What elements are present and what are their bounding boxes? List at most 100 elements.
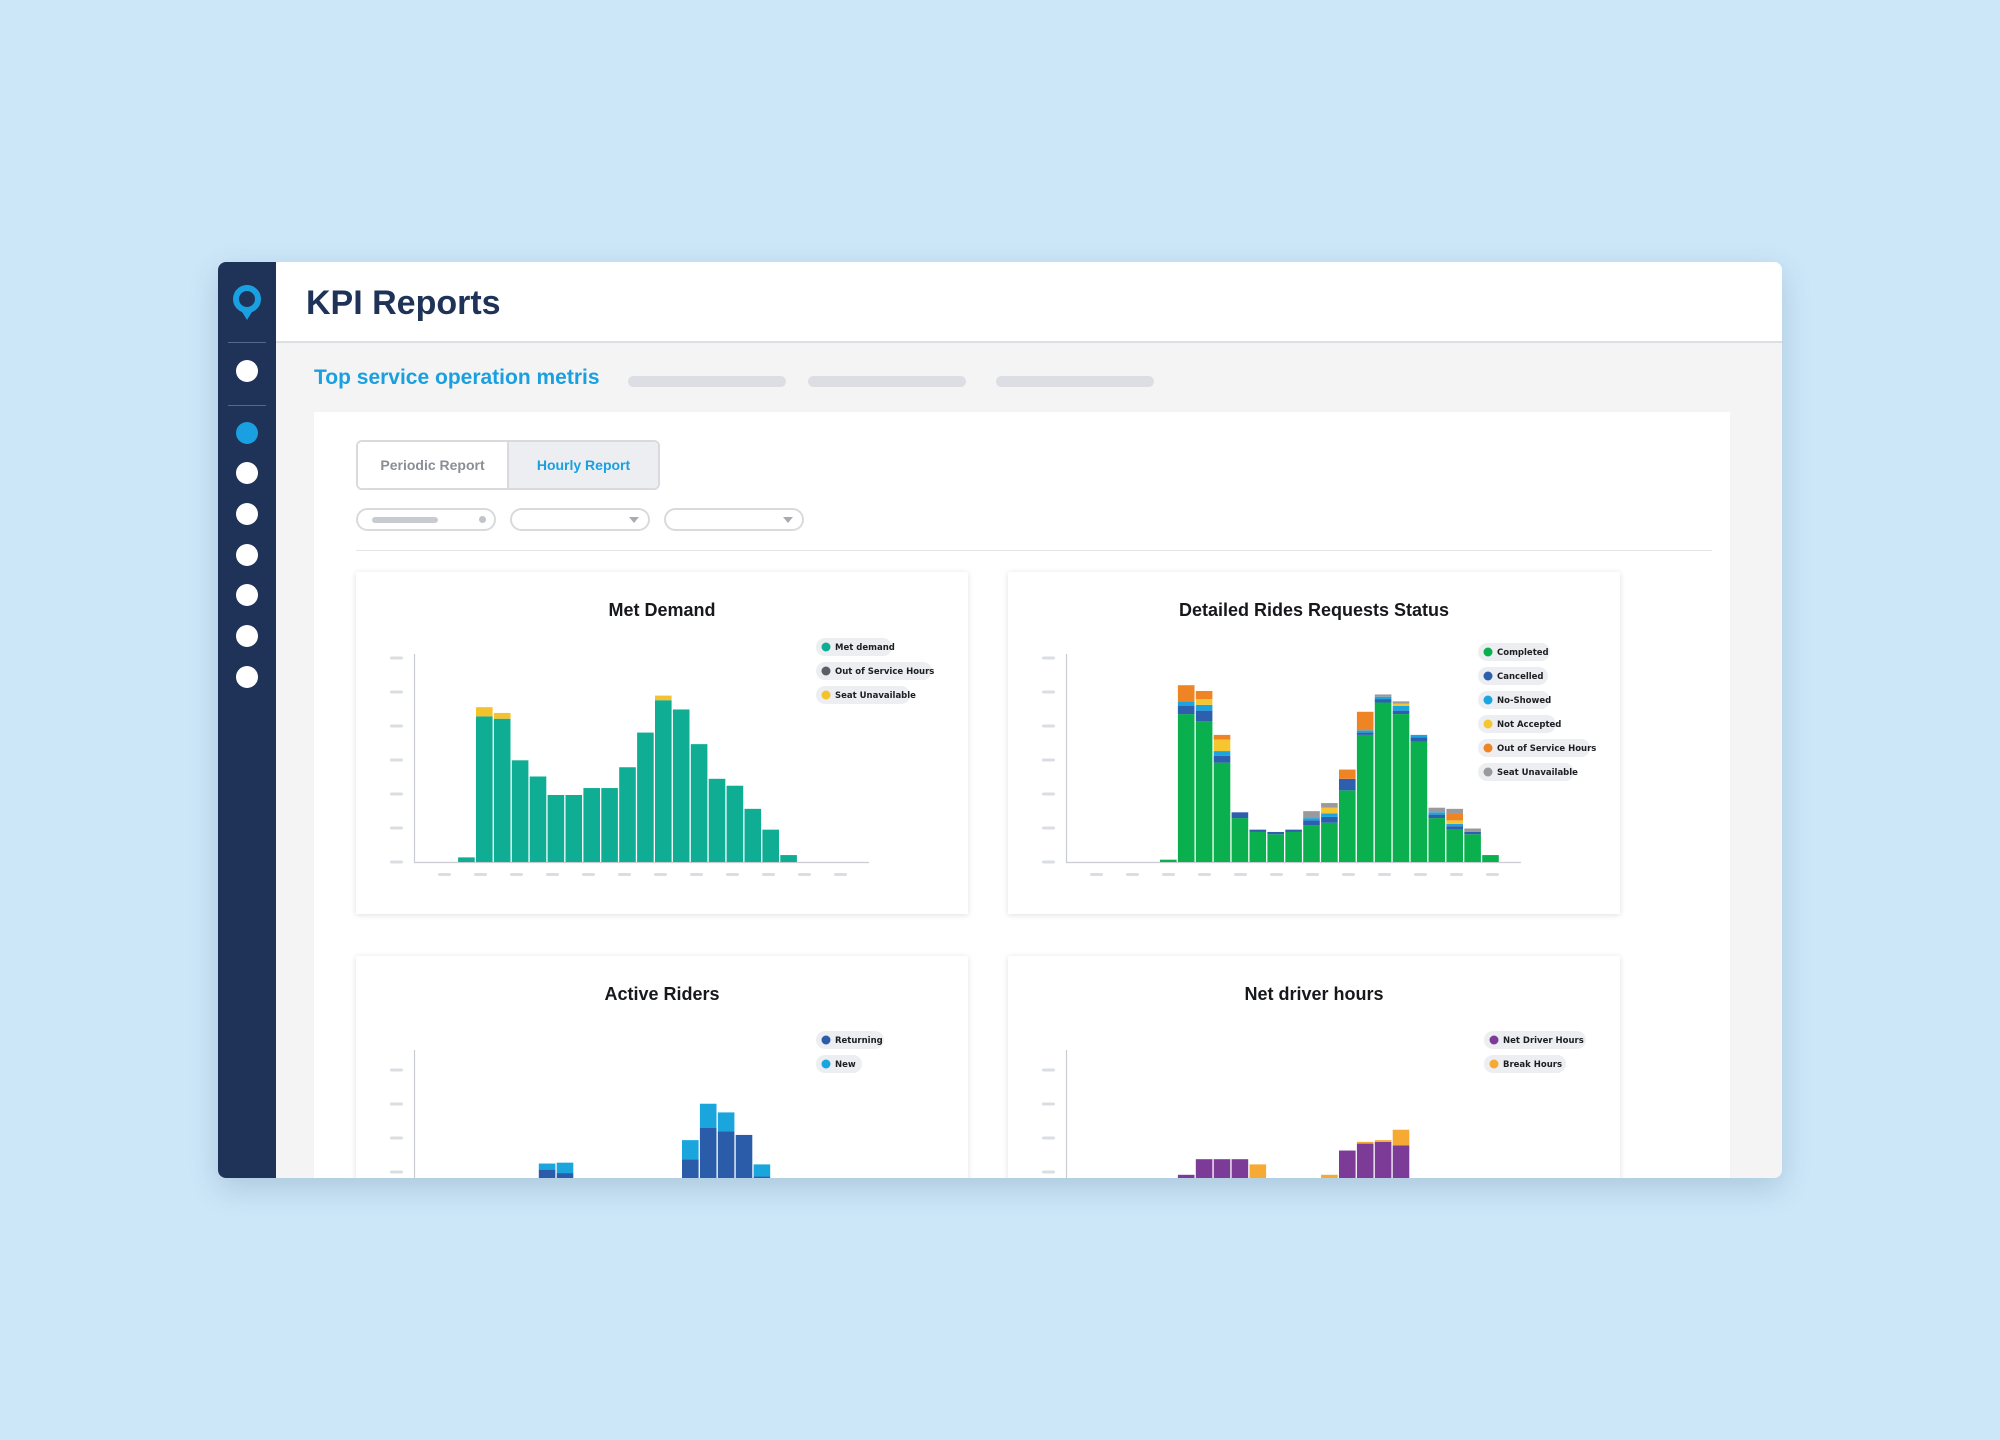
legend-item: New	[816, 1055, 862, 1073]
legend-swatch	[1483, 647, 1493, 657]
bar	[1428, 812, 1446, 815]
legend-swatch	[1483, 671, 1493, 681]
x-tick-label-placeholder	[1450, 873, 1463, 876]
sidebar-item[interactable]	[236, 544, 258, 566]
y-tick-label-placeholder	[390, 1068, 403, 1072]
legend-label: Not Accepted	[1497, 720, 1561, 730]
chart-card-active-riders: Active Riders Returning New	[356, 956, 968, 1178]
bar	[538, 1163, 556, 1170]
logo-icon[interactable]	[230, 284, 264, 324]
y-tick-label-placeholder	[390, 724, 403, 728]
sidebar-item-kpi-reports[interactable]	[236, 422, 258, 444]
bar	[655, 695, 672, 701]
bar	[1410, 737, 1428, 742]
bar	[1410, 734, 1428, 738]
bar	[1195, 1159, 1213, 1178]
sidebar-item[interactable]	[236, 666, 258, 688]
bar	[1213, 739, 1231, 752]
legend-pill	[1478, 643, 1550, 661]
sidebar-item[interactable]	[236, 503, 258, 525]
sidebar-item[interactable]	[236, 584, 258, 606]
x-tick-label-placeholder	[510, 873, 523, 876]
bar	[1374, 702, 1392, 862]
legend-label: No-Showed	[1497, 696, 1551, 706]
legend-item: Out of Service Hours	[816, 662, 934, 680]
y-tick-label-placeholder	[1042, 826, 1055, 830]
y-tick-label-placeholder	[1042, 724, 1055, 728]
bar	[1464, 828, 1481, 832]
bar	[1285, 831, 1302, 862]
bar	[1356, 730, 1374, 733]
date-filter[interactable]	[356, 508, 496, 531]
tab-hourly-report[interactable]: Hourly Report	[507, 442, 658, 488]
bar	[1392, 714, 1410, 862]
bar	[1374, 1141, 1392, 1178]
chart-net-driver-hours: Net Driver Hours Break Hours	[1042, 1031, 1586, 1178]
bar	[1213, 1159, 1231, 1178]
bar	[699, 1103, 717, 1128]
bar	[1249, 829, 1267, 832]
bar	[583, 788, 600, 862]
legend-item: Break Hours	[1484, 1055, 1566, 1073]
chevron-down-icon	[783, 517, 793, 523]
legend-item: No-Showed	[1478, 691, 1551, 709]
bar	[690, 744, 708, 862]
legend-pill	[816, 662, 932, 680]
legend-swatch	[821, 666, 831, 676]
bar	[529, 776, 547, 862]
filter-value-placeholder	[372, 517, 438, 523]
section-title: Top service operation metris	[314, 366, 600, 389]
x-tick-label-placeholder	[1270, 873, 1283, 876]
y-tick-label-placeholder	[390, 758, 403, 762]
sidebar-item[interactable]	[236, 625, 258, 647]
sidebar-divider	[228, 405, 266, 406]
bar	[1464, 834, 1481, 862]
bar	[493, 712, 511, 719]
tab-periodic-report[interactable]: Periodic Report	[358, 442, 507, 488]
x-tick-label-placeholder	[762, 873, 775, 876]
legend-item: Met demand	[816, 638, 895, 656]
bar	[1321, 816, 1338, 823]
x-tick-label-placeholder	[1306, 873, 1319, 876]
divider	[356, 550, 1712, 551]
legend-item: Net Driver Hours	[1484, 1031, 1586, 1049]
bar	[511, 760, 529, 862]
bar	[1177, 714, 1195, 862]
sidebar-item-home[interactable]	[236, 360, 258, 382]
sidebar-divider	[228, 342, 266, 343]
chart-title: Net driver hours	[1244, 984, 1384, 1004]
chart-ride-requests: Completed Cancelled No-Showed Not Accepted O…	[1042, 643, 1596, 876]
bar	[1303, 811, 1320, 819]
y-tick-label-placeholder	[1042, 1068, 1055, 1072]
bar	[1464, 831, 1481, 835]
bar	[1213, 734, 1231, 740]
bar	[1356, 734, 1374, 862]
bar	[538, 1169, 556, 1178]
y-tick-label-placeholder	[390, 690, 403, 694]
bar	[1428, 814, 1446, 819]
legend-label: Net Driver Hours	[1503, 1036, 1584, 1046]
x-tick-label-placeholder	[1378, 873, 1391, 876]
bar	[1339, 769, 1356, 779]
legend-pill	[1478, 691, 1550, 709]
chart-card-ride-requests: Detailed Rides Requests Status Completed…	[1008, 572, 1620, 914]
filter-dropdown[interactable]	[664, 508, 804, 531]
legend-swatch	[1489, 1059, 1499, 1069]
bar	[1249, 831, 1267, 862]
sidebar-item[interactable]	[236, 462, 258, 484]
bar	[708, 778, 726, 862]
bar	[1160, 859, 1177, 862]
legend-pill	[1478, 715, 1556, 733]
filter-dropdown[interactable]	[510, 508, 650, 531]
bar	[1392, 701, 1410, 704]
bar	[1446, 813, 1463, 821]
legend-label: Completed	[1497, 648, 1549, 658]
y-tick-label-placeholder	[390, 860, 403, 864]
bar	[1392, 710, 1410, 715]
bar	[493, 718, 511, 862]
bar	[1446, 823, 1463, 827]
bar	[1195, 704, 1213, 711]
bar	[1195, 721, 1213, 862]
bar	[1213, 755, 1231, 763]
bar	[1392, 1129, 1410, 1146]
